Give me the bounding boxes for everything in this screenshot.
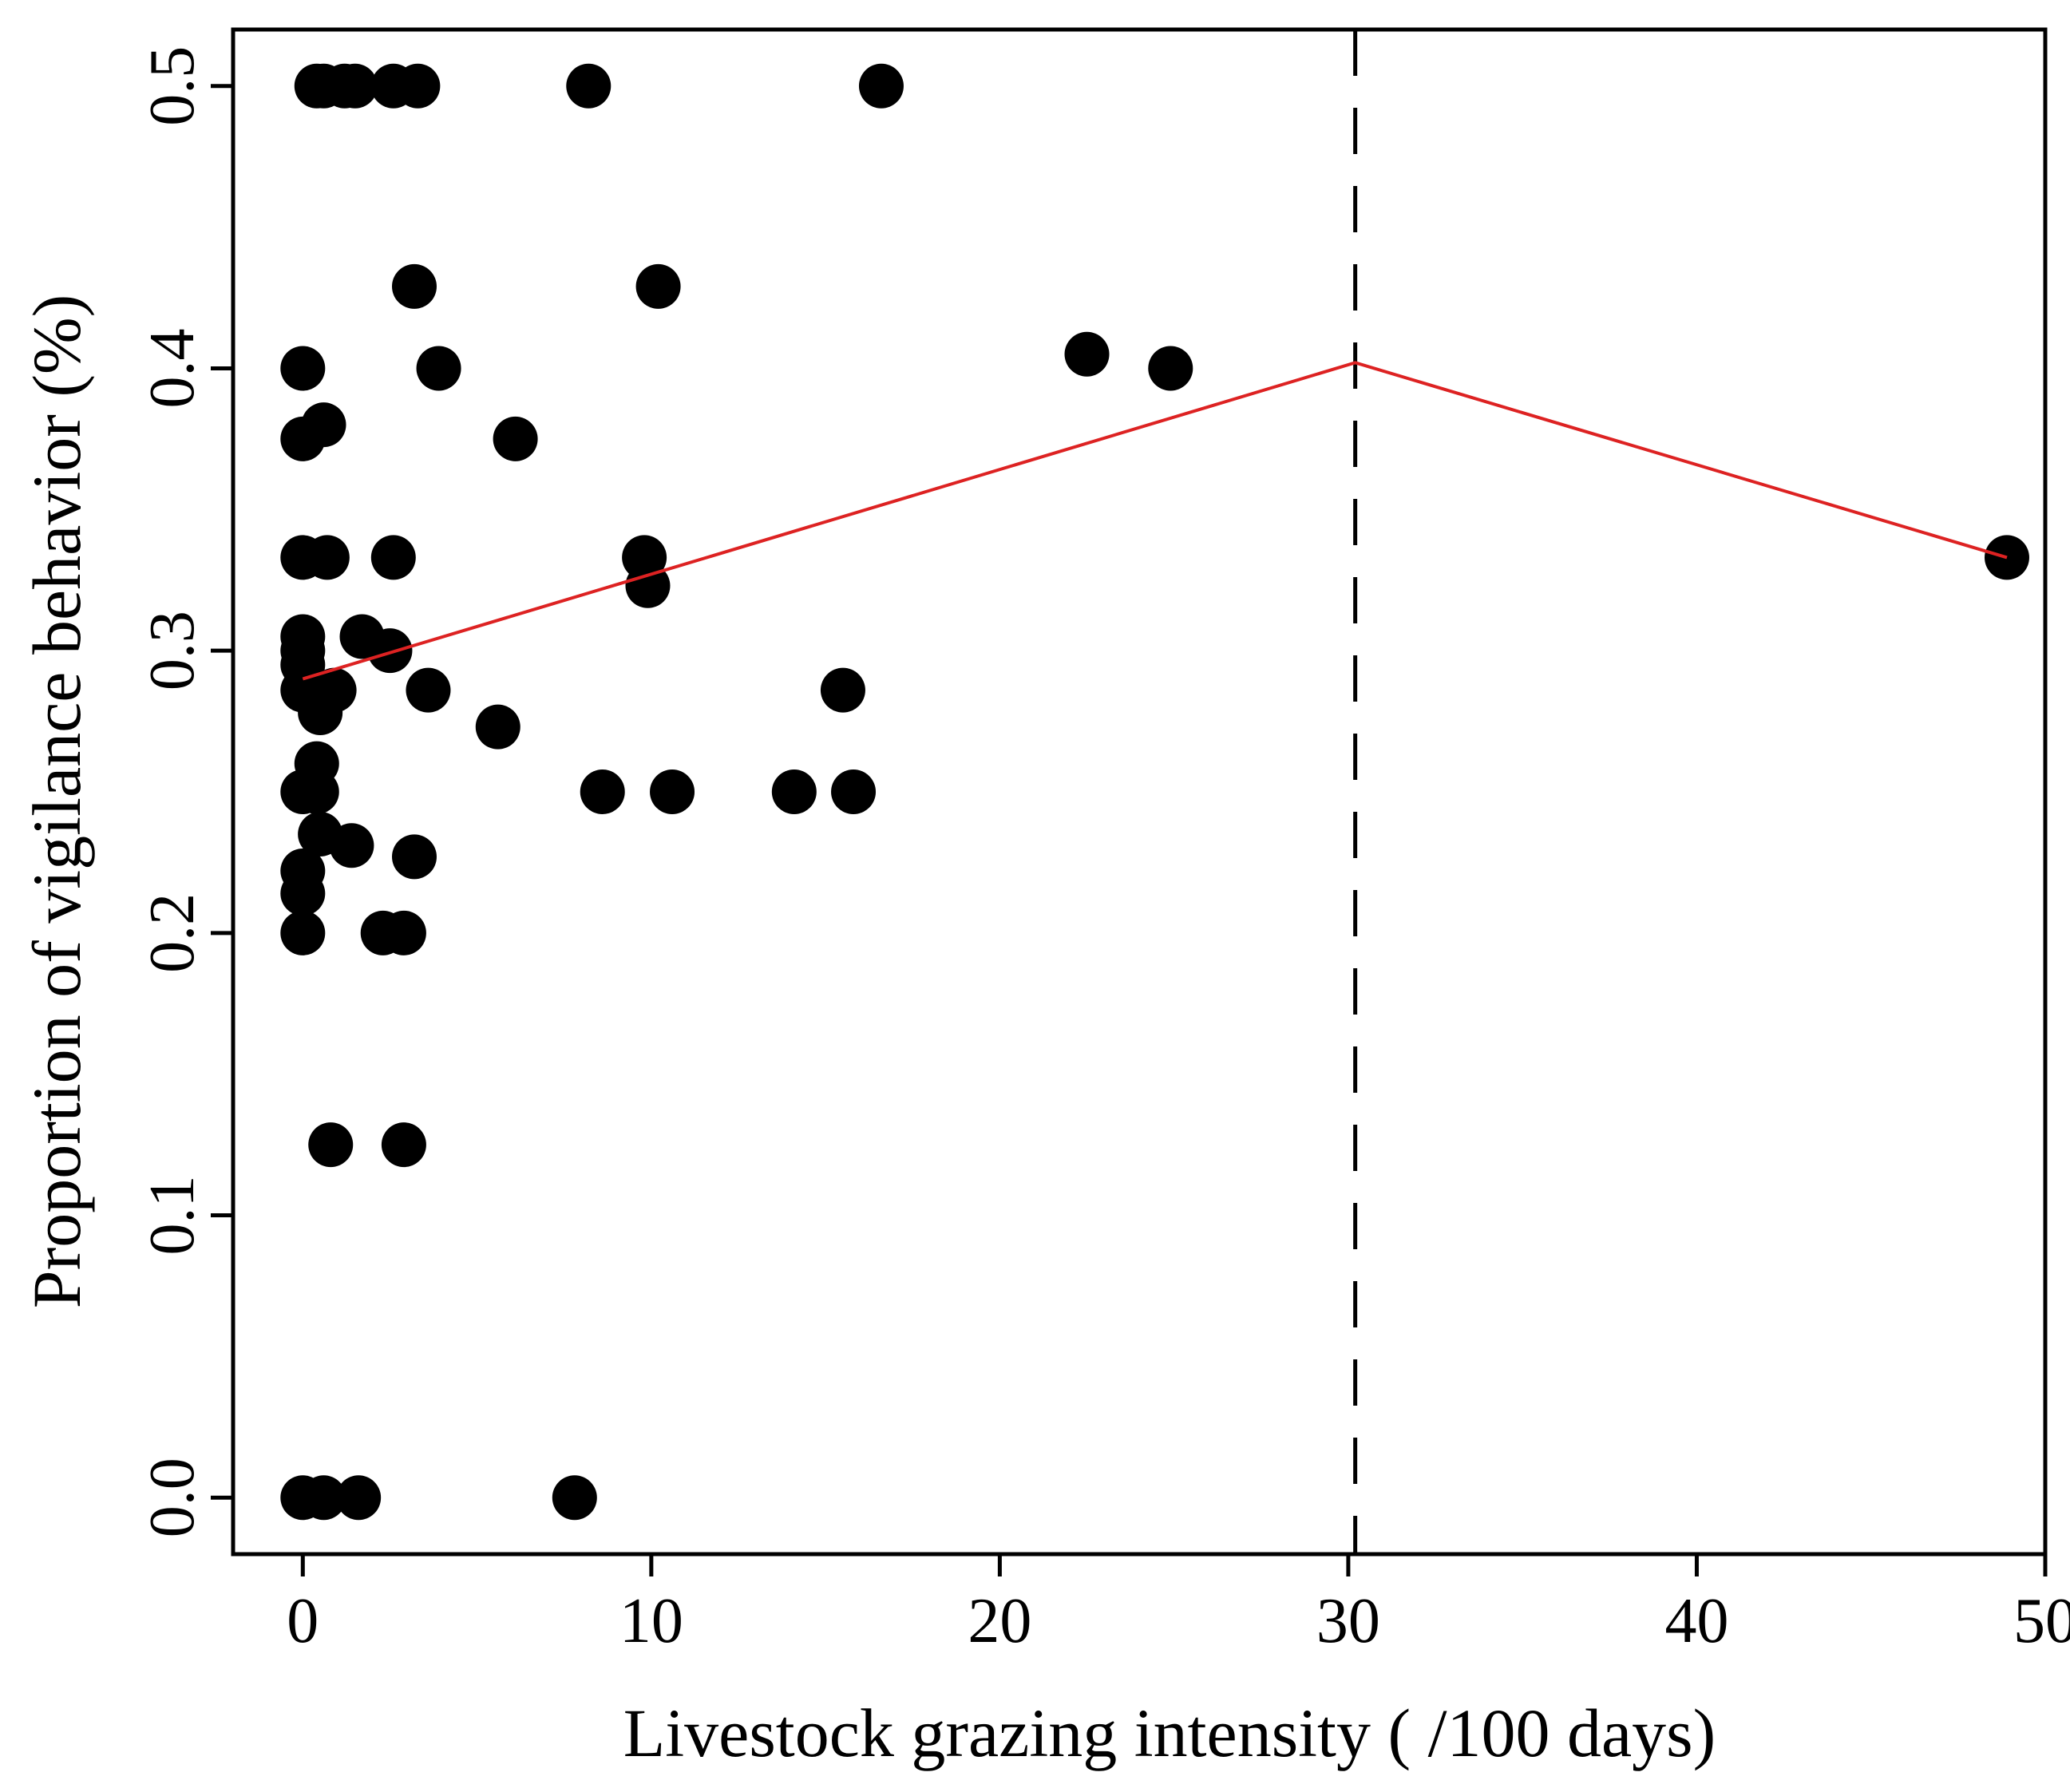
data-point [280, 416, 326, 461]
x-tick-label: 10 [619, 1586, 683, 1656]
data-point [475, 704, 520, 750]
data-point [392, 834, 437, 880]
data-point [280, 871, 326, 916]
y-tick-label: 0.5 [137, 46, 208, 126]
data-point [370, 535, 416, 580]
y-tick-label: 0.1 [137, 1176, 208, 1256]
fit-line [302, 361, 2008, 681]
data-point [308, 1122, 354, 1168]
data-point [367, 628, 413, 674]
data-point [280, 910, 326, 955]
fit-line-layer [302, 361, 2008, 681]
data-point [493, 416, 538, 461]
plot-frame [231, 27, 2048, 1557]
x-axis: 0 10 20 30 40 50 [287, 1554, 2070, 1656]
x-tick-label: 40 [1664, 1586, 1728, 1656]
y-axis: 0.0 0.1 0.2 0.3 0.4 0.5 [137, 46, 233, 1537]
data-point [566, 63, 612, 109]
data-point [771, 769, 817, 814]
data-point [301, 1475, 346, 1521]
x-tick-label: 20 [968, 1586, 1031, 1656]
data-point [280, 346, 326, 391]
y-tick-label: 0.2 [137, 893, 208, 973]
data-points [280, 63, 2029, 1521]
x-tick-label: 0 [287, 1586, 319, 1656]
data-point [392, 263, 437, 309]
data-point [831, 769, 877, 814]
data-point [332, 63, 378, 109]
data-point [336, 1475, 382, 1521]
x-tick-label: 50 [2013, 1586, 2070, 1656]
x-tick-label: 30 [1316, 1586, 1380, 1656]
y-tick-label: 0.0 [137, 1458, 208, 1537]
data-point [580, 769, 625, 814]
data-point [381, 910, 426, 955]
y-axis-title: Proportion of vigilance behavior (%) [18, 295, 95, 1309]
data-point [294, 769, 339, 814]
data-point [650, 769, 695, 814]
data-point [1148, 346, 1193, 391]
data-point [552, 1475, 597, 1521]
data-point [416, 346, 461, 391]
y-tick-label: 0.4 [137, 328, 208, 408]
data-point [635, 263, 681, 309]
x-axis-title: Livestock grazing intensity ( /100 days) [623, 1695, 1716, 1771]
y-tick-label: 0.3 [137, 611, 208, 690]
data-point [625, 563, 671, 608]
data-point [298, 690, 343, 735]
data-point [395, 63, 441, 109]
data-point [1064, 331, 1110, 377]
data-point [406, 667, 451, 713]
data-point [304, 535, 350, 580]
data-point [381, 1122, 426, 1168]
data-point [820, 667, 865, 713]
data-point [329, 823, 374, 868]
data-point [858, 63, 904, 109]
